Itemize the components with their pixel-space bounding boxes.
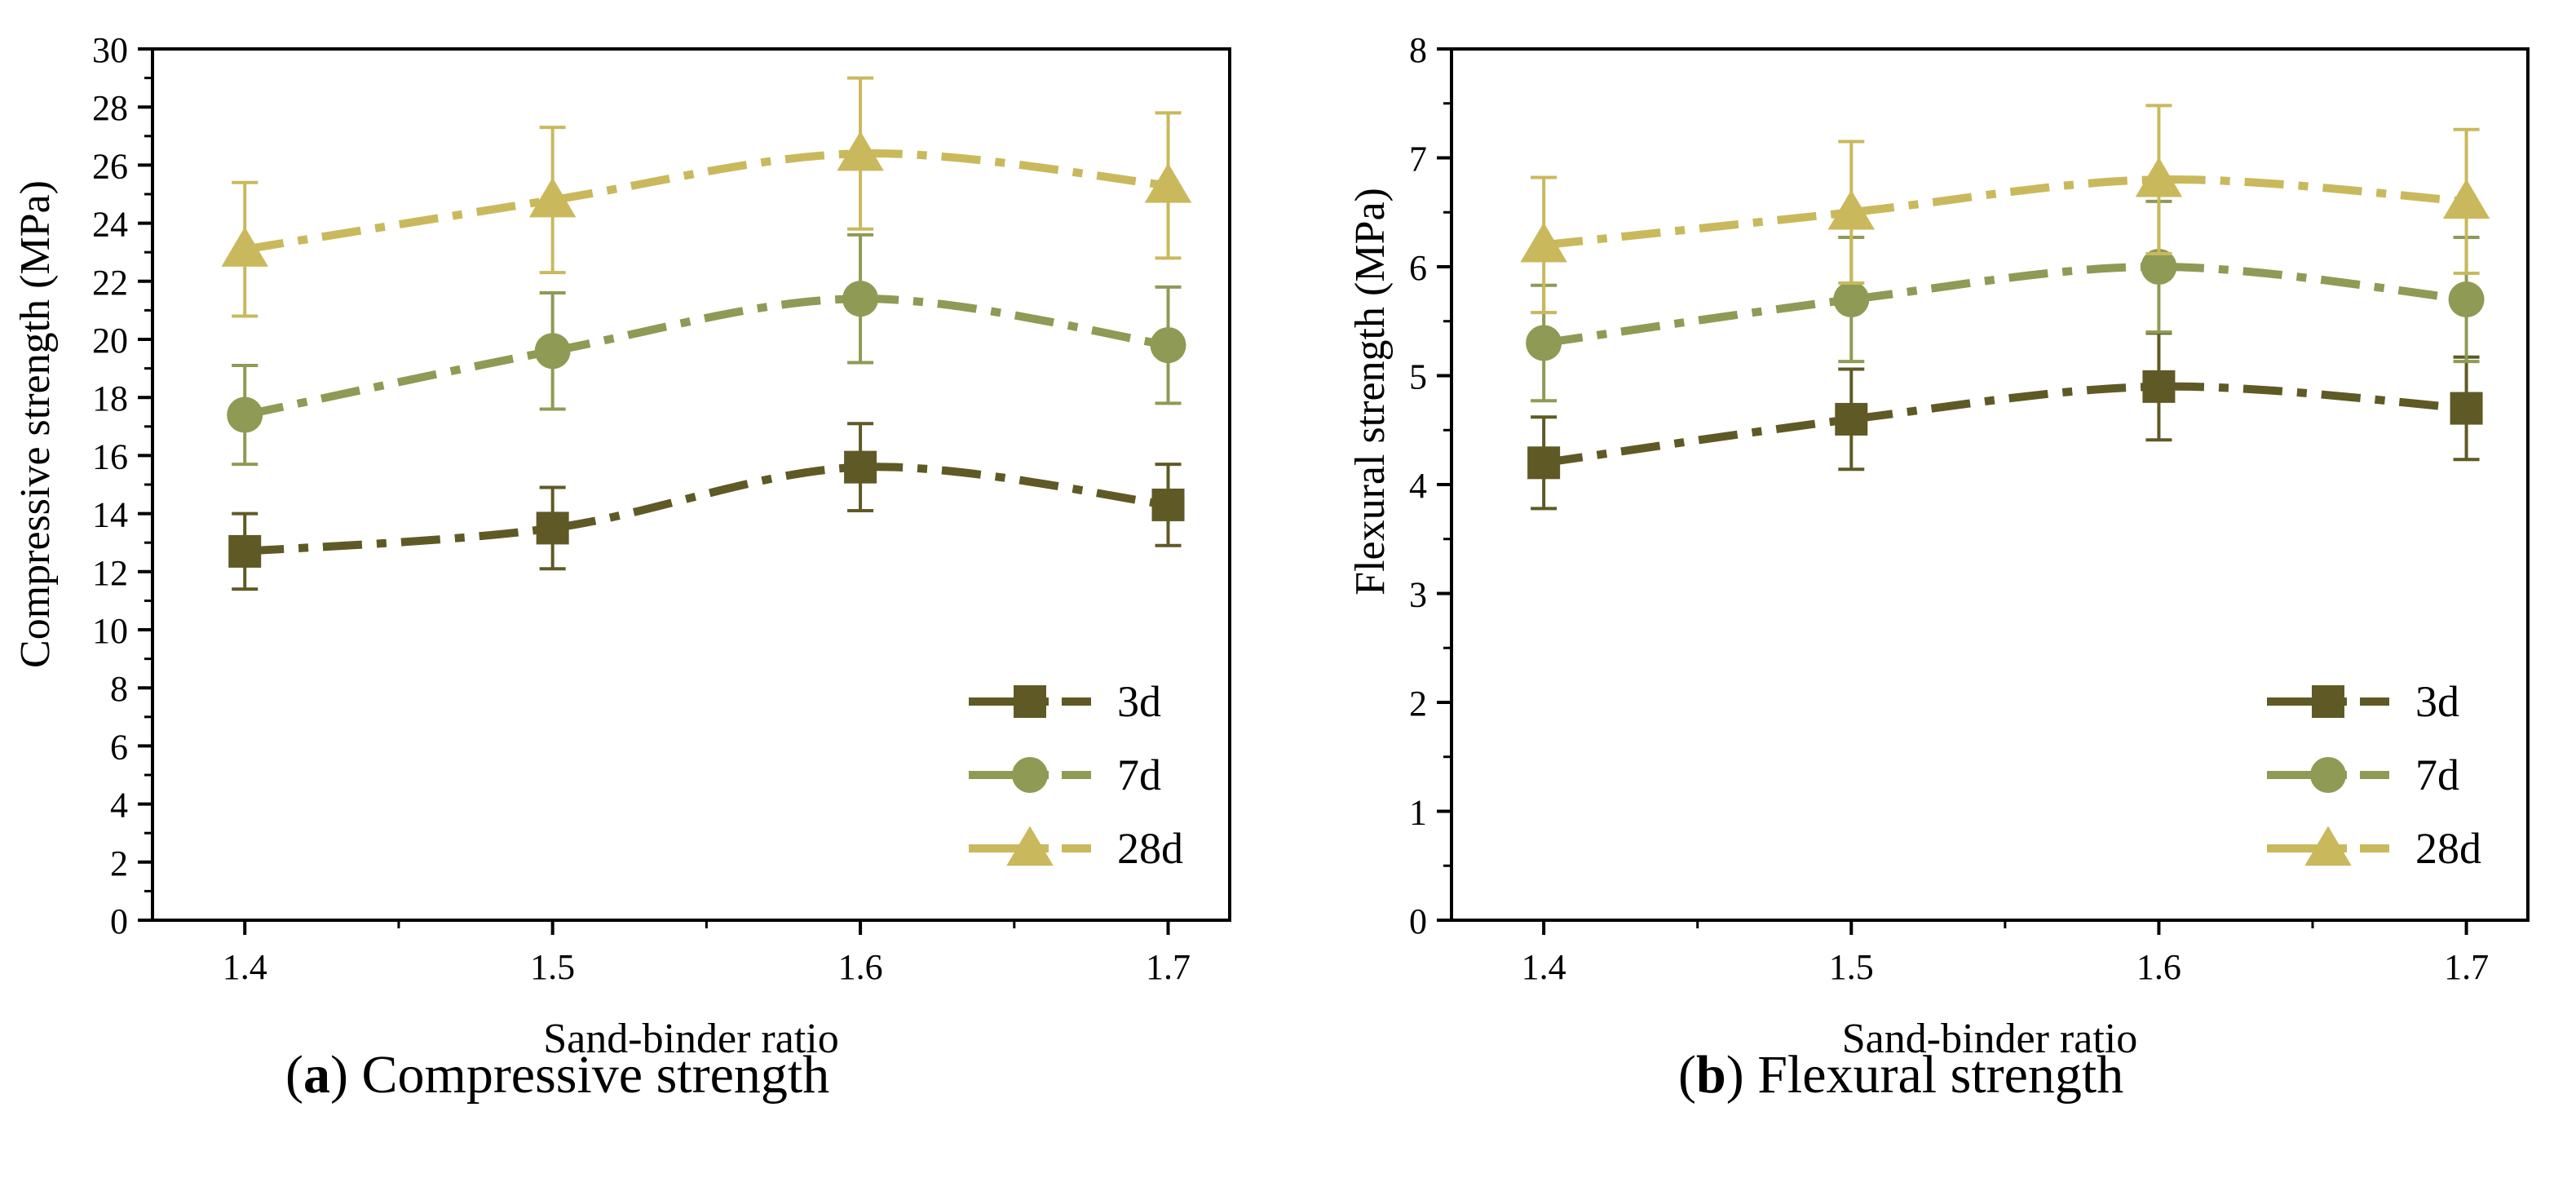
panel-b-series-line-28d <box>1543 175 2467 250</box>
panel-a-plot-frame <box>151 47 1231 922</box>
caption-a-text: Compressive strength <box>361 1045 830 1105</box>
panel-b-point-28d <box>1520 222 1567 263</box>
caption-b-text: Flexural strength <box>1757 1045 2124 1105</box>
panel-a-legend-label-7d: 7d <box>1117 751 1161 799</box>
panel-a-point-3d <box>1151 488 1185 521</box>
panel-a-y-tick-label: 14 <box>92 495 128 535</box>
panel-b-legend-marker-3d <box>2312 685 2344 718</box>
panel-a-x-tick-label: 1.4 <box>223 947 267 987</box>
panel-a-point-7d <box>534 333 571 370</box>
panel-b-x-tick-label: 1.4 <box>1522 947 1566 987</box>
panel-b-legend-label-28d: 28d <box>2415 824 2481 873</box>
panel-a-x-tick-label: 1.5 <box>530 947 575 987</box>
panel-a-point-7d <box>227 396 263 433</box>
panel-a-y-tick-label: 22 <box>92 263 128 303</box>
panel-a-y-tick-label: 24 <box>92 205 128 245</box>
caption-b-label: b <box>1695 1045 1726 1105</box>
panel-a-x-tick-label: 1.6 <box>838 947 883 987</box>
panel-b-y-tick-label: 2 <box>1409 684 1427 724</box>
caption-a: (a) Compressive strength <box>285 1045 830 1105</box>
panel-a-y-tick-label: 0 <box>110 901 128 941</box>
panel-a-y-tick-label: 4 <box>110 786 128 826</box>
panel-a-legend-label-3d: 3d <box>1117 677 1161 726</box>
panel-b: 0 1 2 3 4 5 6 7 8 1.4 1.5 1.6 1.7 Sand-binder ratio Fl… <box>1347 30 2530 1062</box>
panel-b-point-7d <box>2448 281 2485 318</box>
panel-b-y-tick-label: 8 <box>1409 30 1427 70</box>
panel-b-series-3d <box>1527 331 2483 511</box>
panel-a-point-28d <box>1144 162 1192 203</box>
panel-a-y-tick-label: 8 <box>110 669 128 709</box>
panel-a-y-tick-label: 20 <box>92 321 128 361</box>
panel-a-x-axis-label: Sand-binder ratio <box>543 1016 838 1062</box>
panel-b-legend-marker-28d <box>2304 826 2352 866</box>
panel-a-series-line-28d <box>244 148 1169 254</box>
panel-b-y-axis-label: Flexural strength (MPa) <box>1347 188 1394 596</box>
panel-b-series-7d <box>1526 199 2485 403</box>
panel-a-y-axis-label: Compressive strength (MPa) <box>12 180 59 668</box>
panel-a-legend-marker-28d <box>1006 826 1054 866</box>
panel-b-y-tick-label: 5 <box>1409 357 1427 397</box>
panel-b-plot-frame <box>1450 47 2530 922</box>
panel-b-point-28d <box>2135 157 2183 197</box>
panel-b-series-line-7d <box>1543 262 2468 348</box>
panel-a-series-line-3d <box>244 463 1169 556</box>
panel-b-point-7d <box>2141 249 2177 285</box>
panel-b-point-28d <box>2442 179 2490 219</box>
panel-a-y-tick-label: 26 <box>92 146 128 186</box>
panel-b-y-tick-label: 6 <box>1409 248 1427 288</box>
panel-a-legend: 3d 7d 28d <box>969 677 1183 873</box>
panel-b-x-tick-label: 1.7 <box>2444 947 2489 987</box>
panel-a-point-28d <box>221 227 268 267</box>
panel-b-point-7d <box>1833 281 1870 318</box>
panel-a-legend-marker-7d <box>1012 757 1048 793</box>
panel-a-y-tick-label: 16 <box>92 436 128 476</box>
panel-b-legend-marker-7d <box>2310 757 2346 793</box>
panel-a-legend-label-28d: 28d <box>1117 824 1183 873</box>
panel-b-x-axis-label: Sand-binder ratio <box>1842 1016 2137 1062</box>
panel-a-series-7d <box>227 232 1186 467</box>
panel-a-point-3d <box>844 450 877 484</box>
panel-a-series-line-7d <box>244 294 1169 419</box>
caption-b: (b) Flexural strength <box>1678 1045 2124 1105</box>
panel-b-series-28d <box>1520 104 2490 315</box>
panel-b-series-line-3d <box>1543 382 2467 467</box>
panel-b-y-tick-label: 7 <box>1409 139 1427 179</box>
panel-b-point-3d <box>2450 392 2483 425</box>
panel-b-point-3d <box>2142 370 2176 403</box>
panel-a-y-tick-label: 10 <box>92 611 128 651</box>
panel-a-y-tick-label: 28 <box>92 88 128 128</box>
caption-a-label: a <box>303 1045 330 1105</box>
panel-b-x-tick-label: 1.6 <box>2136 947 2181 987</box>
panel-b-x-tick-label: 1.5 <box>1829 947 1874 987</box>
panel-a-point-7d <box>842 281 879 317</box>
panel-a-y-tick-label: 18 <box>92 379 128 418</box>
panel-a-point-3d <box>228 534 262 568</box>
panel-a-y-tick-label: 6 <box>110 727 128 767</box>
panel-a-x-tick-label: 1.7 <box>1146 947 1191 987</box>
panel-b-y-tick-label: 3 <box>1409 575 1427 615</box>
panel-a-y-tick-label: 12 <box>92 553 128 593</box>
panel-b-legend-label-7d: 7d <box>2415 751 2459 799</box>
panel-b-point-7d <box>1526 325 1562 361</box>
panel-b-y-tick-label: 0 <box>1409 901 1427 941</box>
panel-b-point-28d <box>1827 189 1876 230</box>
panel-a-point-3d <box>536 511 569 545</box>
panel-a-y-tick-label: 30 <box>92 30 128 70</box>
panel-a-point-28d <box>528 177 577 218</box>
panel-a-series-28d <box>221 76 1192 318</box>
panel-a-y-tick-label: 2 <box>110 844 128 883</box>
panel-b-legend: 3d 7d 28d <box>2267 677 2481 873</box>
panel-a-series-3d <box>228 422 1185 591</box>
panel-a-point-28d <box>837 131 884 171</box>
panel-a-legend-marker-3d <box>1014 685 1046 718</box>
panel-b-point-3d <box>1527 446 1561 480</box>
panel-b-y-tick-label: 4 <box>1409 466 1427 506</box>
panel-a-point-7d <box>1150 327 1186 364</box>
panel-b-legend-label-3d: 3d <box>2415 677 2459 726</box>
panel-b-y-tick-label: 1 <box>1409 793 1427 833</box>
panel-b-point-3d <box>1835 402 1868 436</box>
